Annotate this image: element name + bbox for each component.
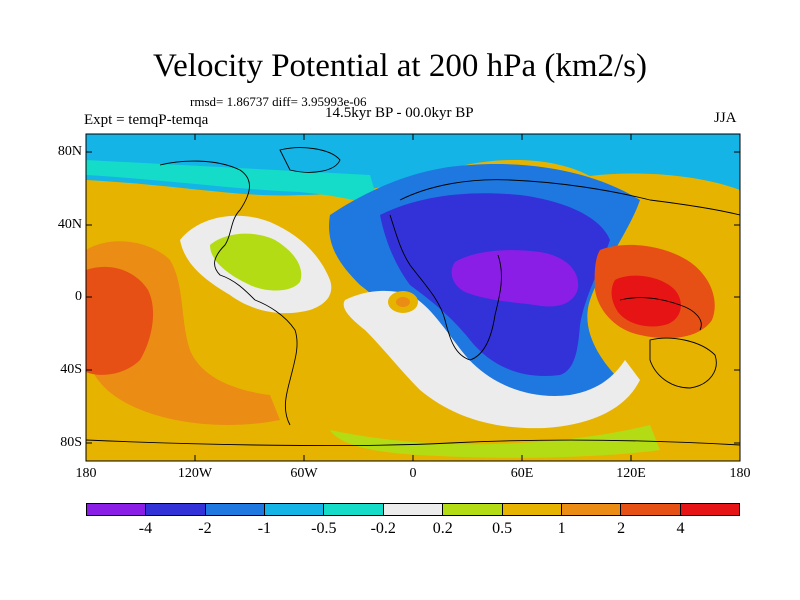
coast-north-america (159, 160, 256, 301)
contour-neg4 (451, 250, 579, 307)
y-tick-label: 80N (57, 144, 82, 159)
colorbar-swatch (561, 504, 622, 515)
colorbar-label: 4 (676, 520, 685, 537)
contour-atlantic-high-core (396, 297, 410, 307)
period-label: 14.5kyr BP - 00.0kyr BP (325, 105, 474, 121)
colorbar-label: 1 (557, 520, 566, 537)
coast-africa (389, 214, 502, 361)
colorbar-label: -4 (138, 520, 153, 537)
colorbar (86, 503, 740, 516)
contour-field (86, 134, 740, 461)
experiment-label: Expt = temqP-temqa (84, 112, 209, 128)
colorbar-swatch (87, 504, 147, 515)
x-tick-label: 120E (616, 466, 646, 481)
y-tick-label: 0 (75, 289, 82, 304)
x-tick-label: 0 (409, 466, 417, 481)
contour-pacific-4 (86, 266, 154, 375)
colorbar-label: 2 (617, 520, 626, 537)
y-tick-label: 80S (60, 435, 82, 450)
colorbar-swatch (265, 504, 325, 515)
coast-greenland (279, 147, 341, 173)
colorbar-label: -2 (198, 520, 212, 537)
colorbar-swatch (621, 504, 681, 515)
colorbar-swatch (383, 504, 444, 515)
contour-wpac-4 (611, 275, 681, 327)
stats-label: rmsd= 1.86737 diff= 3.95993e-06 (190, 94, 367, 109)
axis-ticks (85, 134, 741, 461)
colorbar-swatch (205, 504, 266, 515)
contour-zero-ring (343, 290, 640, 429)
colorbar-label: -0.5 (311, 520, 337, 537)
contour-americas-green (210, 233, 302, 291)
x-tick-label: 180 (75, 466, 97, 481)
coast-antarctica (86, 439, 740, 447)
colorbar-swatch (680, 504, 739, 515)
colorbar-label: 0.2 (432, 520, 453, 537)
x-tick-label: 60E (510, 466, 534, 481)
colorbar-swatch (146, 504, 206, 515)
coast-south-america (254, 299, 298, 426)
season-label: JJA (714, 110, 737, 126)
colorbar-label: 0.5 (492, 520, 513, 537)
y-tick-label: 40S (60, 362, 82, 377)
coast-maritime (619, 297, 702, 331)
colorbar-label: -1 (257, 520, 272, 537)
colorbar-label: -0.2 (370, 520, 396, 537)
coastlines (86, 147, 740, 447)
y-tick-label: 40N (57, 217, 82, 232)
x-tick-label: 60W (290, 466, 318, 481)
coast-eurasia (399, 179, 740, 216)
contour-south-green (330, 425, 660, 458)
x-tick-label: 120W (177, 466, 213, 481)
colorbar-swatch (502, 504, 562, 515)
x-tick-label: 180 (729, 466, 751, 481)
colorbar-swatch (324, 504, 384, 515)
colorbar-swatch (443, 504, 503, 515)
map-title: Velocity Potential at 200 hPa (km2/s) (152, 48, 648, 84)
coast-australia (649, 337, 717, 389)
